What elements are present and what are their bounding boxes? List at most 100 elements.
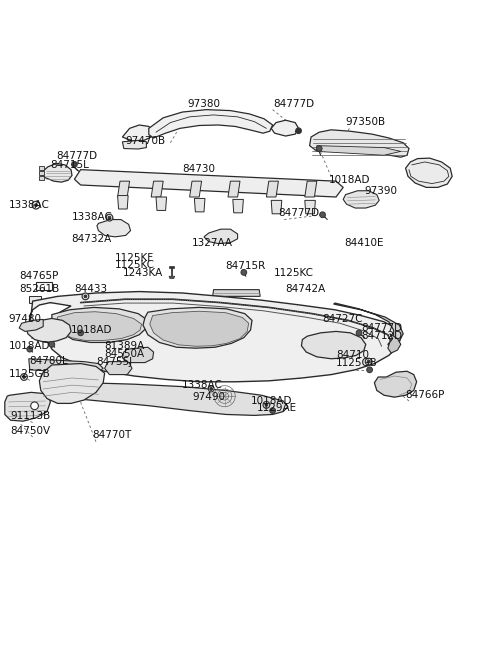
Circle shape [367, 360, 370, 363]
Circle shape [210, 388, 213, 390]
Text: 84777D: 84777D [57, 151, 98, 161]
Polygon shape [29, 359, 103, 373]
Text: 1129AE: 1129AE [257, 403, 297, 413]
Polygon shape [57, 312, 142, 341]
Text: 84765P: 84765P [19, 271, 59, 281]
Text: 1338AC: 1338AC [181, 380, 222, 390]
Polygon shape [204, 229, 238, 243]
Text: 97390: 97390 [365, 186, 398, 195]
Circle shape [296, 128, 301, 134]
Polygon shape [190, 181, 202, 197]
Text: 81389A: 81389A [105, 341, 145, 351]
Text: 84712D: 84712D [361, 332, 402, 342]
Polygon shape [143, 307, 252, 348]
Text: 84410E: 84410E [345, 238, 384, 248]
Text: 84777D: 84777D [278, 208, 320, 218]
Polygon shape [150, 311, 249, 346]
Polygon shape [334, 303, 403, 348]
Polygon shape [5, 392, 50, 421]
Text: 97470B: 97470B [125, 136, 166, 145]
Polygon shape [26, 318, 71, 342]
Text: 85261B: 85261B [19, 284, 60, 294]
Text: 84550A: 84550A [105, 349, 145, 359]
Text: 1018AD: 1018AD [329, 175, 370, 185]
Text: 84715L: 84715L [50, 160, 89, 170]
Polygon shape [74, 170, 343, 197]
Polygon shape [41, 163, 72, 182]
Polygon shape [343, 191, 379, 208]
Text: 84766P: 84766P [406, 390, 445, 400]
Circle shape [320, 212, 325, 218]
Text: 84780L: 84780L [29, 357, 68, 367]
Circle shape [316, 145, 322, 151]
Polygon shape [122, 125, 154, 141]
Circle shape [82, 293, 89, 300]
Polygon shape [118, 195, 128, 209]
Polygon shape [118, 181, 130, 197]
Circle shape [367, 367, 372, 372]
Text: 1338AC: 1338AC [72, 213, 113, 222]
Text: 84770T: 84770T [92, 430, 132, 440]
Circle shape [265, 403, 268, 406]
Polygon shape [301, 332, 366, 359]
Polygon shape [266, 181, 278, 197]
Polygon shape [46, 383, 288, 415]
Text: 1125GB: 1125GB [9, 369, 50, 380]
Text: 84732A: 84732A [71, 234, 111, 243]
Polygon shape [29, 296, 41, 303]
Circle shape [241, 270, 247, 275]
Text: 97380: 97380 [188, 99, 221, 109]
Polygon shape [97, 220, 131, 237]
Circle shape [263, 401, 270, 408]
Circle shape [356, 330, 362, 336]
Polygon shape [30, 291, 401, 382]
Circle shape [23, 376, 25, 378]
Text: 1018AD: 1018AD [71, 325, 112, 335]
Text: 1125GB: 1125GB [336, 359, 378, 368]
Text: 1338AC: 1338AC [9, 200, 49, 210]
Polygon shape [52, 307, 148, 342]
Text: 84750V: 84750V [11, 426, 51, 436]
Polygon shape [406, 158, 452, 188]
Text: 1125KF: 1125KF [115, 253, 155, 263]
Polygon shape [39, 171, 44, 175]
Polygon shape [305, 181, 317, 197]
Text: 84727C: 84727C [323, 315, 363, 324]
Circle shape [27, 346, 33, 352]
Polygon shape [156, 197, 167, 211]
Polygon shape [105, 362, 132, 374]
Text: 1243KA: 1243KA [122, 268, 163, 278]
Polygon shape [233, 199, 243, 213]
Polygon shape [305, 200, 315, 214]
Polygon shape [122, 140, 146, 149]
Circle shape [31, 402, 38, 410]
Circle shape [208, 386, 214, 392]
Polygon shape [213, 290, 260, 296]
Polygon shape [151, 181, 163, 197]
Polygon shape [39, 364, 105, 403]
Text: 84742A: 84742A [286, 284, 326, 294]
Polygon shape [194, 199, 205, 212]
Circle shape [108, 216, 111, 219]
Polygon shape [317, 145, 401, 155]
Polygon shape [39, 176, 44, 180]
Polygon shape [169, 276, 175, 278]
Text: 84777D: 84777D [274, 99, 315, 109]
Polygon shape [388, 334, 401, 353]
Polygon shape [310, 130, 409, 157]
Text: 84433: 84433 [74, 284, 108, 294]
Text: 91113B: 91113B [11, 411, 51, 421]
Text: 1125KC: 1125KC [274, 268, 313, 278]
Circle shape [21, 374, 27, 380]
Polygon shape [169, 266, 174, 268]
Polygon shape [374, 371, 417, 397]
Text: 97490: 97490 [192, 392, 225, 402]
Circle shape [32, 201, 40, 209]
Text: 1327AA: 1327AA [192, 238, 233, 248]
Circle shape [49, 342, 55, 347]
Polygon shape [122, 347, 154, 363]
Text: 84730: 84730 [182, 164, 216, 174]
Text: 97350B: 97350B [346, 117, 386, 128]
Circle shape [84, 295, 87, 298]
Polygon shape [271, 120, 299, 136]
